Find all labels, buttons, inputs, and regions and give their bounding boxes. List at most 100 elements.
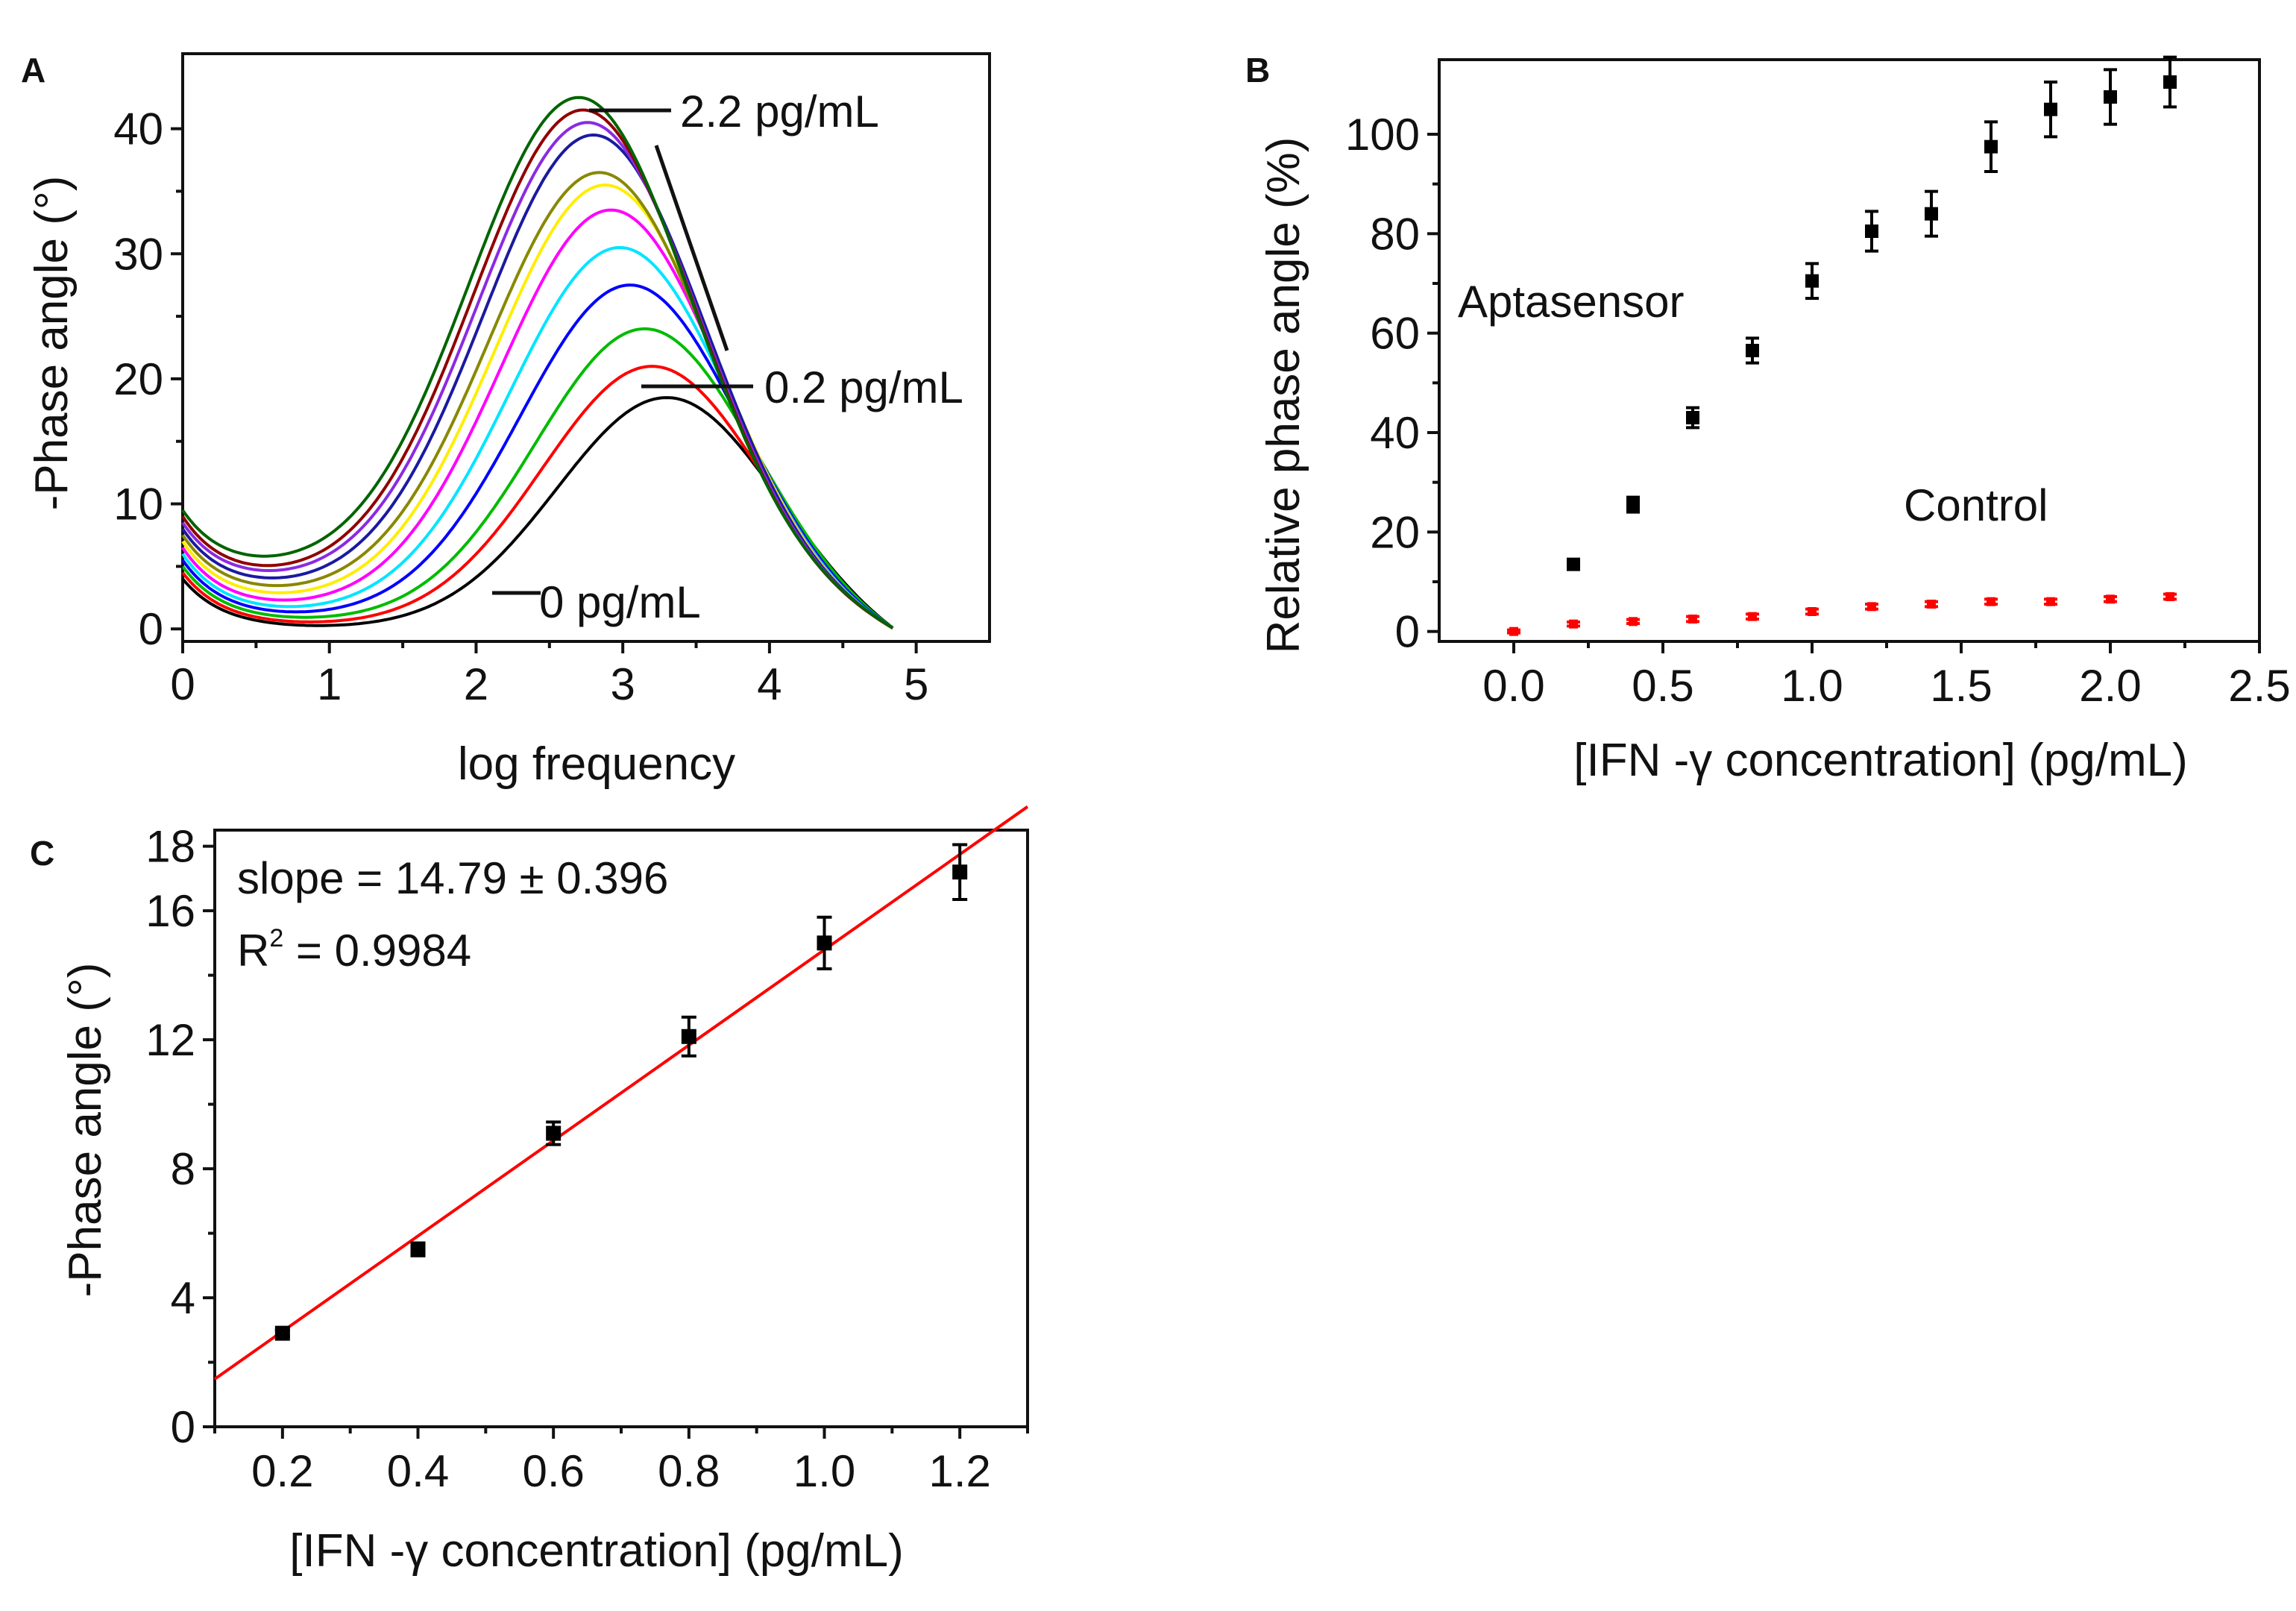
panel-b-ytick-label: 100 (1345, 110, 1420, 160)
panel-a-xtick-label: 0 (170, 659, 195, 709)
data-point (546, 1125, 562, 1141)
control-point (1688, 615, 1697, 624)
control-point (2106, 594, 2115, 604)
phase-curve (181, 208, 894, 629)
data-point (817, 935, 832, 951)
panel-a-xtick-label: 1 (317, 659, 342, 709)
control-label: Control (1904, 480, 2048, 530)
panel-a-ytick-label: 40 (113, 104, 163, 154)
panel-a-xtick-label: 3 (610, 659, 635, 709)
panel-c-ytick-label: 8 (171, 1144, 195, 1194)
panel-b: B 0.0 0.5 1.0 1.5 2.0 2.5 0 20 40 60 80 100 Aptasen… (1245, 51, 2291, 786)
aptasensor-point (1805, 274, 1819, 288)
aptasensor-point (1626, 497, 1640, 512)
r2-annotation: R2 = 0.9984 (237, 924, 471, 976)
panel-b-points (1507, 55, 2177, 636)
panel-c-xtick-label: 0.4 (387, 1446, 449, 1496)
panel-a-ytick-label: 20 (113, 354, 163, 404)
panel-c-points (274, 843, 968, 1341)
fit-line (213, 805, 1029, 1381)
panel-c-label: C (30, 834, 54, 873)
panel-b-ytick-label: 0 (1395, 607, 1420, 657)
panel-a-label: A (21, 51, 45, 90)
panel-c-ticks: 0.2 0.4 0.6 0.8 1.0 1.2 0 4 8 12 16 18 (145, 822, 1029, 1496)
panel-c-xtick-label: 0.2 (251, 1446, 313, 1496)
panel-b-xtick-label: 2.5 (2228, 661, 2290, 711)
aptasensor-point (2044, 102, 2057, 116)
aptasensor-point (1686, 411, 1699, 424)
panel-a-ytick-label: 0 (139, 604, 163, 654)
panel-a-plot-frame (181, 52, 991, 643)
control-point (1569, 619, 1578, 629)
panel-b-ylabel: Relative phase angle (%) (1258, 137, 1309, 654)
control-point (2166, 592, 2174, 601)
panel-b-xlabel: [IFN -γ concentration] (pg/mL) (1573, 735, 2188, 786)
panel-a-xtick-label: 4 (757, 659, 781, 709)
panel-b-ticks: 0.0 0.5 1.0 1.5 2.0 2.5 0 20 40 60 80 100 (1345, 110, 2291, 711)
panel-b-xtick-label: 2.0 (2079, 661, 2141, 711)
aptasensor-point (1984, 139, 1998, 154)
aptasensor-point (1865, 224, 1878, 238)
panel-b-ytick-label: 80 (1370, 209, 1420, 259)
panel-c-ytick-label: 0 (171, 1402, 195, 1452)
panel-c-xlabel: [IFN -γ concentration] (pg/mL) (289, 1525, 904, 1577)
control-point (1748, 612, 1757, 621)
data-point (681, 1029, 696, 1044)
data-point (274, 1325, 290, 1341)
panel-c-xtick-label: 1.2 (928, 1446, 990, 1496)
panel-c-ytick-label: 18 (145, 822, 195, 872)
panel-a-ylabel: -Phase angle (°) (26, 176, 78, 511)
aptasensor-label: Aptasensor (1458, 277, 1685, 327)
phase-curve (181, 95, 894, 629)
panel-b-xtick-label: 1.5 (1930, 661, 1992, 711)
panel-b-plot-frame (1438, 58, 2261, 643)
phase-curve (181, 133, 894, 629)
panel-c-ytick-label: 12 (145, 1015, 195, 1065)
panel-b-label: B (1245, 51, 1270, 90)
annot-2.2-label: 2.2 pg/mL (680, 87, 879, 136)
annot-0.2-label: 0.2 pg/mL (764, 362, 963, 412)
panel-c-xtick-label: 1.0 (793, 1446, 855, 1496)
panel-c-fit-line (213, 805, 1029, 1381)
panel-c-ytick-label: 16 (145, 886, 195, 936)
panel-b-xtick-label: 0.0 (1482, 661, 1544, 711)
panel-a-ytick-label: 10 (113, 480, 163, 530)
control-point (1987, 597, 1995, 606)
control-point (1509, 626, 1518, 636)
aptasensor-point (2104, 90, 2117, 104)
panel-b-ytick-label: 60 (1370, 309, 1420, 359)
data-point (952, 864, 968, 880)
r2-superscript: 2 (269, 924, 283, 952)
control-point (1629, 617, 1638, 626)
panel-a-ticks: 0 1 2 3 4 5 0 10 20 30 40 (113, 104, 928, 709)
panel-a-xtick-label: 5 (904, 659, 928, 709)
control-point (1808, 607, 1817, 616)
panel-a: A 0 1 2 3 4 5 0 10 20 30 40 2.2 pg/mL 0.2 pg/mL 0 … (21, 51, 991, 790)
aptasensor-point (1746, 344, 1759, 357)
aptasensor-point (1925, 207, 1938, 221)
aptasensor-point (1567, 557, 1580, 571)
panel-a-xlabel: log frequency (458, 738, 735, 790)
panel-b-xtick-label: 0.5 (1632, 661, 1693, 711)
panel-c: C 0.2 0.4 0.6 0.8 1.0 1.2 0 4 8 12 16 18 slope = 14… (30, 805, 1029, 1577)
panel-b-ytick-label: 20 (1370, 507, 1420, 557)
r2-prefix: R (237, 926, 269, 976)
r2-value: = 0.9984 (283, 926, 471, 976)
panel-a-curves (181, 95, 894, 629)
panel-b-xtick-label: 1.0 (1781, 661, 1843, 711)
annot-0-label: 0 pg/mL (539, 577, 701, 627)
control-point (2046, 597, 2055, 606)
panel-c-ylabel: -Phase angle (°) (60, 963, 111, 1298)
aptasensor-point (2163, 75, 2177, 89)
slope-annotation: slope = 14.79 ± 0.396 (237, 853, 668, 903)
panel-c-xtick-label: 0.6 (522, 1446, 584, 1496)
annot-arrow (654, 145, 729, 351)
panel-c-ytick-label: 4 (171, 1273, 195, 1323)
control-point (1867, 602, 1876, 612)
panel-a-xtick-label: 2 (464, 659, 488, 709)
panel-c-plot-frame (213, 829, 1029, 1428)
panel-b-ytick-label: 40 (1370, 408, 1420, 458)
control-point (1927, 600, 1936, 609)
panel-a-ytick-label: 30 (113, 229, 163, 279)
